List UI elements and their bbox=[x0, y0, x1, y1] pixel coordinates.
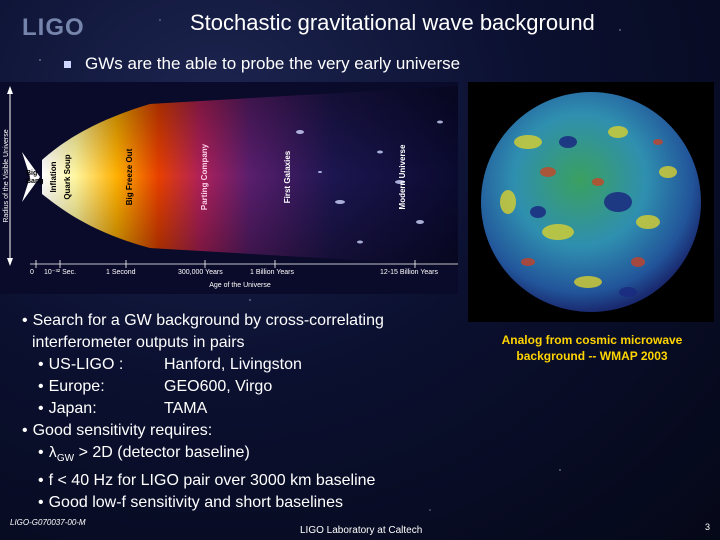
era-first-galaxies: First Galaxies bbox=[283, 150, 292, 203]
europe-value: GEO600, Virgo bbox=[164, 378, 273, 395]
timeline-y-axis-label: Radius of the Visible Universe bbox=[3, 129, 10, 222]
subtitle-text: GWs are the able to probe the very early… bbox=[85, 54, 461, 73]
list-item: interferometer outputs in pairs bbox=[22, 332, 462, 354]
bullet-dot-icon: • bbox=[38, 400, 44, 417]
list-item: • Search for a GW background by cross-cor… bbox=[22, 310, 462, 332]
list-item: • Europe: GEO600, Virgo bbox=[22, 376, 462, 398]
us-ligo-label: US-LIGO : bbox=[48, 356, 124, 373]
bullet-dot-icon: • bbox=[38, 378, 44, 395]
big-bang-label-2: Bang bbox=[26, 178, 44, 185]
era-big-freeze-out: Big Freeze Out bbox=[125, 148, 134, 205]
tick-1: 10⁻³² Sec. bbox=[44, 269, 76, 276]
page-number: 3 bbox=[705, 522, 711, 532]
bullet-sensitivity: Good sensitivity requires: bbox=[32, 422, 213, 439]
era-parting-company: Parting Company bbox=[200, 143, 209, 210]
tick-0: 0 bbox=[30, 269, 34, 276]
us-ligo-value: Hanford, Livingston bbox=[164, 356, 302, 373]
bullet-dot-icon: • bbox=[38, 356, 44, 373]
list-item: • Japan: TAMA bbox=[22, 398, 462, 420]
tick-4: 1 Billion Years bbox=[250, 269, 294, 276]
square-bullet-icon bbox=[64, 61, 71, 69]
list-item: • Good low-f sensitivity and short baseli… bbox=[22, 492, 462, 514]
tick-3: 300,000 Years bbox=[178, 269, 223, 276]
bullet-list: • Search for a GW background by cross-cor… bbox=[22, 310, 462, 514]
big-bang-label-1: Big bbox=[26, 170, 37, 177]
list-item: • Good sensitivity requires: bbox=[22, 420, 462, 442]
lambda-subscript: GW bbox=[56, 453, 75, 465]
era-modern-universe: Modern Universe bbox=[398, 144, 407, 209]
list-item: • λGW > 2D (detector baseline) bbox=[22, 442, 462, 470]
slide-title: Stochastic gravitational wave background bbox=[190, 10, 595, 35]
lambda-symbol: λ bbox=[48, 445, 57, 461]
era-quark-soup: Quark Soup bbox=[63, 154, 72, 199]
wmap-caption-line-1: Analog from cosmic microwave bbox=[501, 333, 683, 347]
list-item: • f < 40 Hz for LIGO pair over 3000 km ba… bbox=[22, 470, 462, 492]
bullet-dot-icon: • bbox=[38, 472, 44, 490]
europe-label: Europe: bbox=[48, 378, 105, 395]
bullet-dot-icon: • bbox=[38, 494, 44, 512]
document-id: LIGO-G070037-00-M bbox=[10, 518, 86, 527]
wmap-sky-map-image bbox=[468, 82, 714, 322]
wmap-caption: Analog from cosmic microwave background … bbox=[470, 332, 714, 364]
bullet-search-line-1: Search for a GW background by cross-corr… bbox=[32, 312, 384, 329]
universe-timeline-diagram: Radius of the Visible Universe Big Bang … bbox=[0, 82, 458, 294]
subtitle: GWs are the able to probe the very early… bbox=[64, 54, 460, 74]
lambda-condition: > 2D (detector baseline) bbox=[74, 444, 250, 461]
bullet-dot-icon: • bbox=[38, 444, 44, 461]
bullet-dot-icon: • bbox=[22, 422, 28, 439]
wmap-caption-line-2: background -- WMAP 2003 bbox=[516, 349, 668, 363]
timeline-x-axis-label: Age of the Universe bbox=[209, 282, 271, 289]
tick-2: 1 Second bbox=[106, 269, 136, 276]
frequency-condition: f < 40 Hz for LIGO pair over 3000 km bas… bbox=[48, 472, 376, 490]
japan-value: TAMA bbox=[164, 400, 208, 417]
japan-label: Japan: bbox=[48, 400, 97, 417]
bullet-search-line-2: interferometer outputs in pairs bbox=[32, 334, 245, 351]
ligo-logo: LIGO bbox=[22, 14, 85, 41]
list-item: • US-LIGO : Hanford, Livingston bbox=[22, 354, 462, 376]
footer-lab: LIGO Laboratory at Caltech bbox=[300, 525, 423, 536]
bullet-dot-icon: • bbox=[22, 312, 28, 329]
tick-5: 12-15 Billion Years bbox=[380, 269, 438, 276]
low-f-condition: Good low-f sensitivity and short baselin… bbox=[48, 494, 343, 512]
era-inflation: Inflation bbox=[49, 161, 58, 192]
